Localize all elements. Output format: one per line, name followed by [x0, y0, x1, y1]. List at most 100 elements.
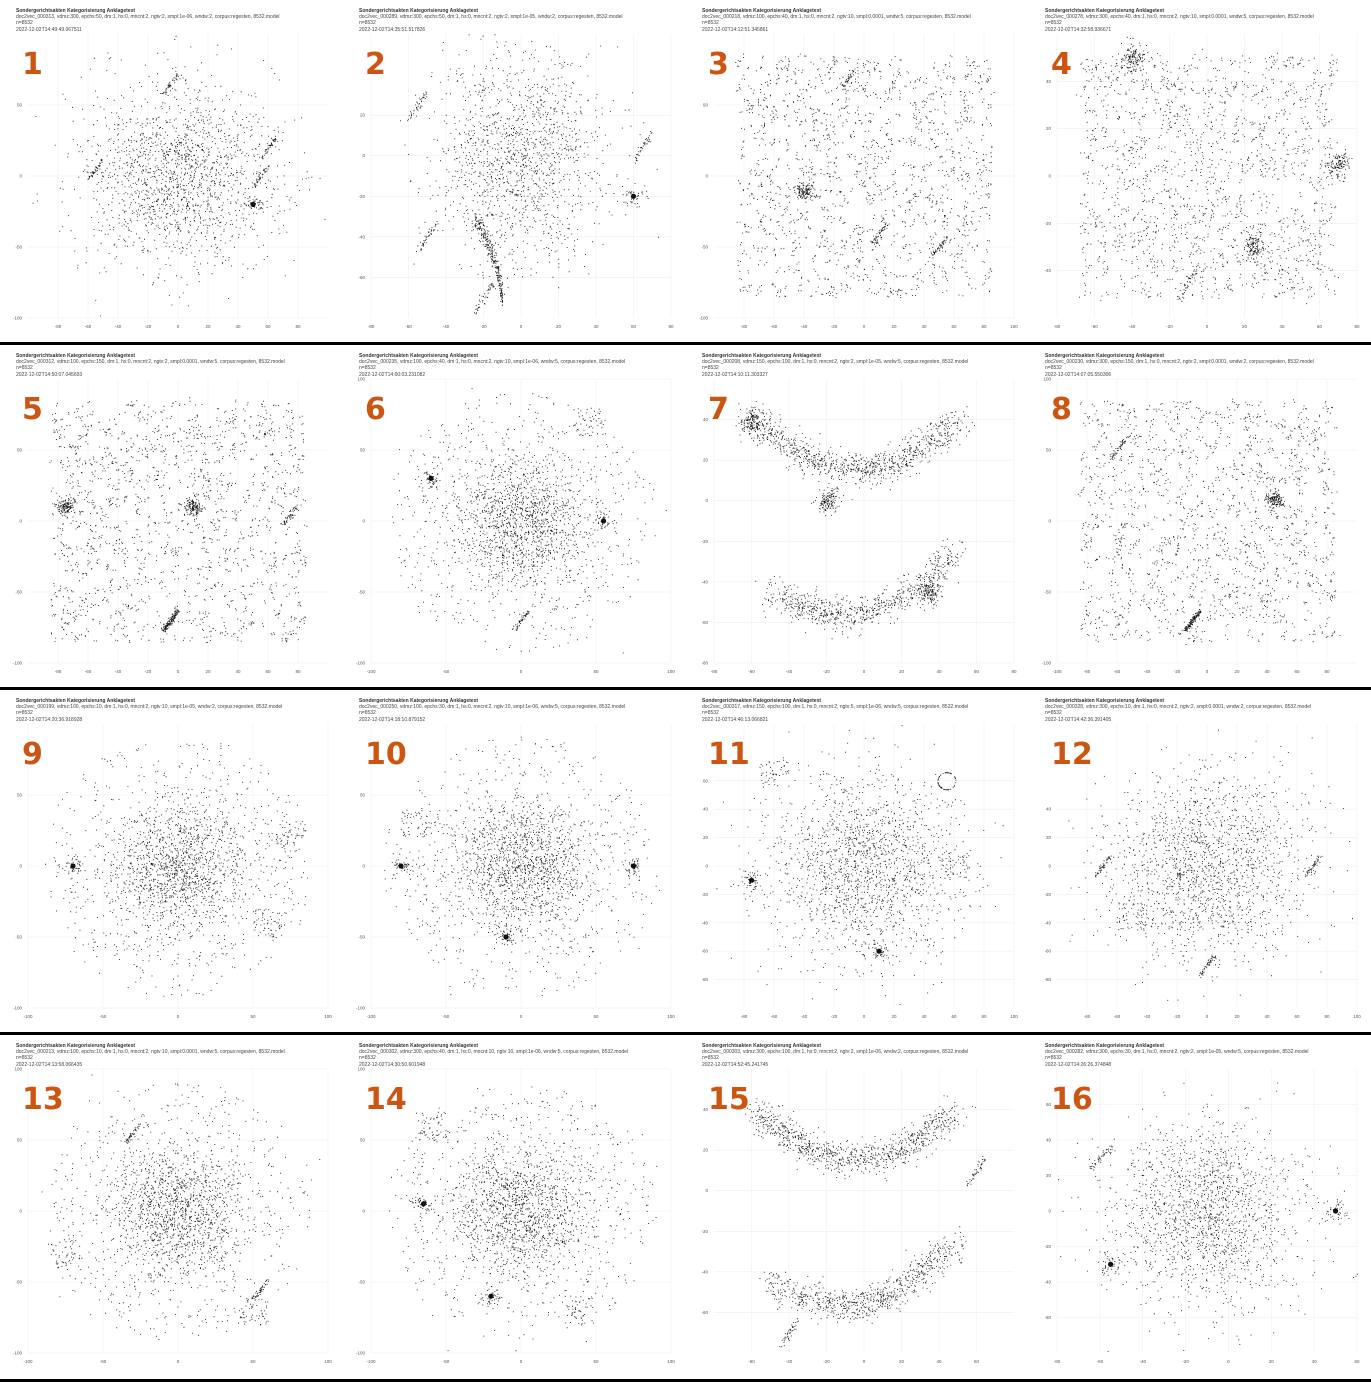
x-tick-label: 40: [1264, 1014, 1270, 1019]
cluster-blob: [428, 475, 434, 481]
panel-params: doc2vec_000213, vdmz:100, epchs:10, dm:1…: [16, 1049, 285, 1056]
x-tick-label: 0: [863, 324, 866, 329]
panel-n: n=8532: [1045, 710, 1062, 717]
plot-panel-5: -80 -60 -40 -20 0 20 40 60 80 50 0 -50 -100 Sonderger…: [0, 345, 342, 687]
panel-header: Sondergerichtsakten Kategorisierung Ankl…: [702, 698, 1022, 723]
cluster-blob: [600, 518, 607, 524]
x-tick-label: -50: [100, 1014, 107, 1019]
y-tick-label: -100: [356, 1351, 366, 1356]
scatter-plot-16: -80 -60 -40 -20 0 20 40 60 60 40 20 0 -20 -40 -60: [1044, 1069, 1360, 1364]
x-tick-label: 60: [1294, 1014, 1300, 1019]
scatter-plot-7: -80 -60 -40 -20 0 20 40 60 80 40 20 0 -20 -40 -60 -80: [701, 379, 1017, 674]
y-tick-label: 20: [703, 835, 709, 840]
x-tick-label: 100: [1353, 1014, 1361, 1019]
panel-title: Sondergerichtsakten Kategorisierung Ankl…: [702, 698, 822, 704]
y-tick-label: -100: [13, 661, 23, 666]
panel-number: 9: [22, 737, 43, 772]
x-tick-label: -80: [55, 324, 62, 329]
scatter-points: [1058, 1082, 1358, 1352]
panel-params: doc2vec_000312, vdmz:100, epchs:150, dm:…: [16, 359, 285, 366]
x-tick-label: -100: [366, 669, 376, 674]
x-tick-label: -40: [801, 324, 808, 329]
x-tick-label: 40: [921, 324, 927, 329]
panel-n: n=8532: [359, 365, 376, 372]
y-tick-label: -40: [358, 234, 365, 239]
y-tick-label: 0: [1048, 864, 1051, 869]
y-tick-label: 0: [19, 1209, 22, 1214]
panel-number: 16: [1051, 1082, 1093, 1117]
y-tick-label: -50: [701, 245, 708, 250]
panel-header: Sondergerichtsakten Kategorisierung Ankl…: [16, 353, 336, 378]
panel-header: Sondergerichtsakten Kategorisierung Ankl…: [702, 1043, 1022, 1068]
y-tick-label: 100: [14, 1067, 22, 1072]
x-tick-label: 0: [177, 669, 180, 674]
x-tick-label: 0: [1206, 1014, 1209, 1019]
y-tick-label: -50: [15, 1280, 22, 1285]
panel-number: 8: [1051, 392, 1072, 427]
panel-n: n=8532: [1045, 365, 1062, 372]
x-tick-label: 0: [177, 1014, 180, 1019]
panel-timestamp: 2022-12-02T14:07:05.550306: [1045, 371, 1112, 378]
y-tick-label: -80: [701, 661, 708, 666]
panel-header: Sondergerichtsakten Kategorisierung Ankl…: [1045, 698, 1365, 723]
y-tick-label: 50: [17, 1138, 23, 1143]
x-tick-label: 20: [1234, 669, 1240, 674]
x-tick-label: -20: [1174, 669, 1181, 674]
x-tick-label: 60: [1317, 324, 1323, 329]
panel-n: n=8532: [702, 365, 719, 372]
x-tick-label: 100: [667, 669, 675, 674]
y-tick-label: 50: [360, 448, 366, 453]
panel-number: 10: [365, 737, 407, 772]
panel-number: 1: [22, 47, 43, 82]
panel-timestamp: 2022-12-02T14:32:58.936671: [1045, 26, 1112, 33]
panel-number: 4: [1051, 47, 1072, 82]
row-separator: [0, 1379, 1371, 1382]
panel-number: 15: [708, 1082, 750, 1117]
scatter-plot-14: -100 -50 0 50 100 100 50 0 -50 -100: [356, 1067, 675, 1365]
panel-timestamp: 2022-12-02T14:10:11.303327: [702, 371, 768, 378]
scatter-points: [41, 1074, 321, 1340]
y-tick-label: 0: [705, 864, 708, 869]
y-tick-label: -40: [1044, 268, 1051, 273]
panel-title: Sondergerichtsakten Kategorisierung Ankl…: [359, 1043, 479, 1049]
panel-title: Sondergerichtsakten Kategorisierung Ankl…: [16, 8, 136, 14]
y-tick-label: -50: [15, 590, 22, 595]
x-tick-label: -40: [443, 324, 450, 329]
x-tick-label: -20: [831, 324, 838, 329]
y-tick-label: -100: [13, 1351, 23, 1356]
y-tick-label: 0: [362, 1209, 365, 1214]
panel-n: n=8532: [16, 710, 33, 717]
x-tick-label: 40: [1312, 1359, 1318, 1364]
y-tick-label: 50: [17, 103, 23, 108]
y-tick-label: -20: [1044, 221, 1051, 226]
panel-title: Sondergerichtsakten Kategorisierung Ankl…: [1045, 8, 1165, 14]
y-tick-label: -60: [701, 949, 708, 954]
x-tick-label: -80: [741, 324, 748, 329]
panel-params: doc2vec_000218, vdmz:100, epchs:40, dm:1…: [702, 14, 971, 21]
panel-params: doc2vec_000313, vdmz:300, epchs:50, dm:1…: [16, 14, 280, 21]
panel-header: Sondergerichtsakten Kategorisierung Ankl…: [1045, 1043, 1365, 1068]
x-tick-label: 60: [951, 324, 957, 329]
y-tick-label: 20: [1046, 1173, 1052, 1178]
y-tick-label: -100: [13, 1006, 23, 1011]
y-tick-label: 20: [1046, 126, 1052, 131]
y-tick-label: -80: [701, 977, 708, 982]
scatter-plot-8: -100 -80 -60 -40 -20 0 20 40 60 80 100 50 0 -50 -100: [1042, 377, 1357, 674]
y-tick-label: -40: [701, 579, 708, 584]
scatter-points: [735, 401, 975, 640]
y-tick-label: -60: [701, 1310, 708, 1315]
y-tick-label: -50: [1044, 590, 1051, 595]
cluster-blob: [250, 201, 256, 207]
panel-n: n=8532: [16, 365, 33, 372]
x-tick-label: 80: [1011, 669, 1017, 674]
y-tick-label: 50: [360, 1138, 366, 1143]
x-tick-label: 60: [265, 324, 271, 329]
y-tick-label: 0: [19, 519, 22, 524]
x-tick-label: 40: [235, 324, 241, 329]
plot-panel-7: -80 -60 -40 -20 0 20 40 60 80 40 20 0 -20 -40 -60 -80 So…: [686, 345, 1028, 687]
scatter-points: [45, 743, 308, 997]
scatter-plot-10: -100 -50 0 50 100 50 0 -50 -100: [356, 724, 675, 1019]
y-tick-label: 40: [1046, 807, 1052, 812]
y-tick-label: 50: [703, 103, 709, 108]
